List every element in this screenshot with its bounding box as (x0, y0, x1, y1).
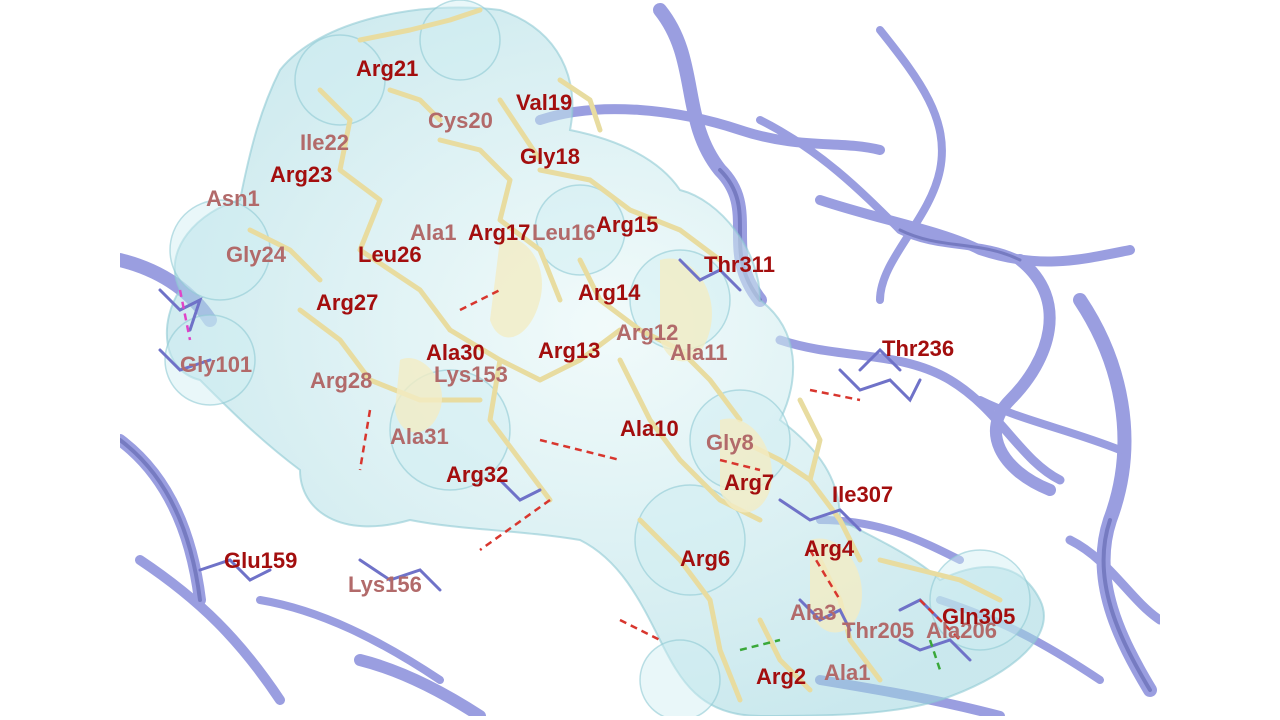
label-arg32: Arg32 (446, 462, 509, 487)
label-gly8: Gly8 (706, 430, 754, 455)
label-leu16: Leu16 (532, 220, 596, 245)
label-thr311: Thr311 (704, 252, 775, 277)
label-arg28: Arg28 (310, 368, 373, 393)
label-arg23: Arg23 (270, 162, 333, 187)
label-ala31: Ala31 (390, 424, 449, 449)
label-ala1: Ala1 (410, 220, 457, 245)
label-leu26: Leu26 (358, 242, 422, 267)
label-arg17: Arg17 (468, 220, 531, 245)
label-arg21: Arg21 (356, 56, 419, 81)
label-ala30: Ala30 (426, 340, 485, 365)
label-lys153: Lys153 (434, 362, 508, 387)
label-arg7: Arg7 (724, 470, 775, 495)
label-ala3: Ala3 (790, 600, 837, 625)
peptide-sticks (247, 7, 1003, 703)
peptide-surface (165, 6, 1045, 716)
hydrogen-bonds (178, 288, 961, 671)
label-lys156: Lys156 (348, 572, 422, 597)
label-val19: Val19 (516, 90, 573, 115)
label-gly24: Gly24 (226, 242, 286, 267)
label-ala11: Ala11 (670, 340, 728, 365)
label-ala1b: Ala1 (824, 660, 871, 685)
label-arg2: Arg2 (756, 664, 807, 689)
label-arg6: Arg6 (680, 546, 731, 571)
label-arg27: Arg27 (316, 290, 379, 315)
receptor-sticks (158, 258, 972, 662)
label-thr205: Thr205 (842, 618, 915, 643)
label-ala206: Ala206 (926, 618, 997, 643)
label-gln305: Gln305 (942, 604, 1016, 629)
molecular-viewer[interactable]: Arg21 Val19 Cys20 Ile22 Gly18 Arg23 Asn1… (120, 0, 1160, 716)
label-ala10: Ala10 (620, 416, 679, 441)
label-gly18: Gly18 (520, 144, 580, 169)
label-ile22: Ile22 (300, 130, 349, 155)
label-cys20: Cys20 (428, 108, 493, 133)
label-arg14: Arg14 (578, 280, 641, 305)
label-ile307: Ile307 (832, 482, 894, 507)
label-arg12: Arg12 (616, 320, 679, 345)
peptide-helix (395, 238, 862, 633)
label-arg13: Arg13 (538, 338, 601, 363)
label-thr236: Thr236 (882, 336, 955, 361)
label-arg15: Arg15 (596, 212, 659, 237)
structure-render (120, 0, 1160, 716)
label-gly101: Gly101 (180, 352, 253, 377)
label-arg4: Arg4 (804, 536, 855, 561)
label-glu159: Glu159 (224, 548, 298, 573)
label-asn1: Asn1 (206, 186, 260, 211)
